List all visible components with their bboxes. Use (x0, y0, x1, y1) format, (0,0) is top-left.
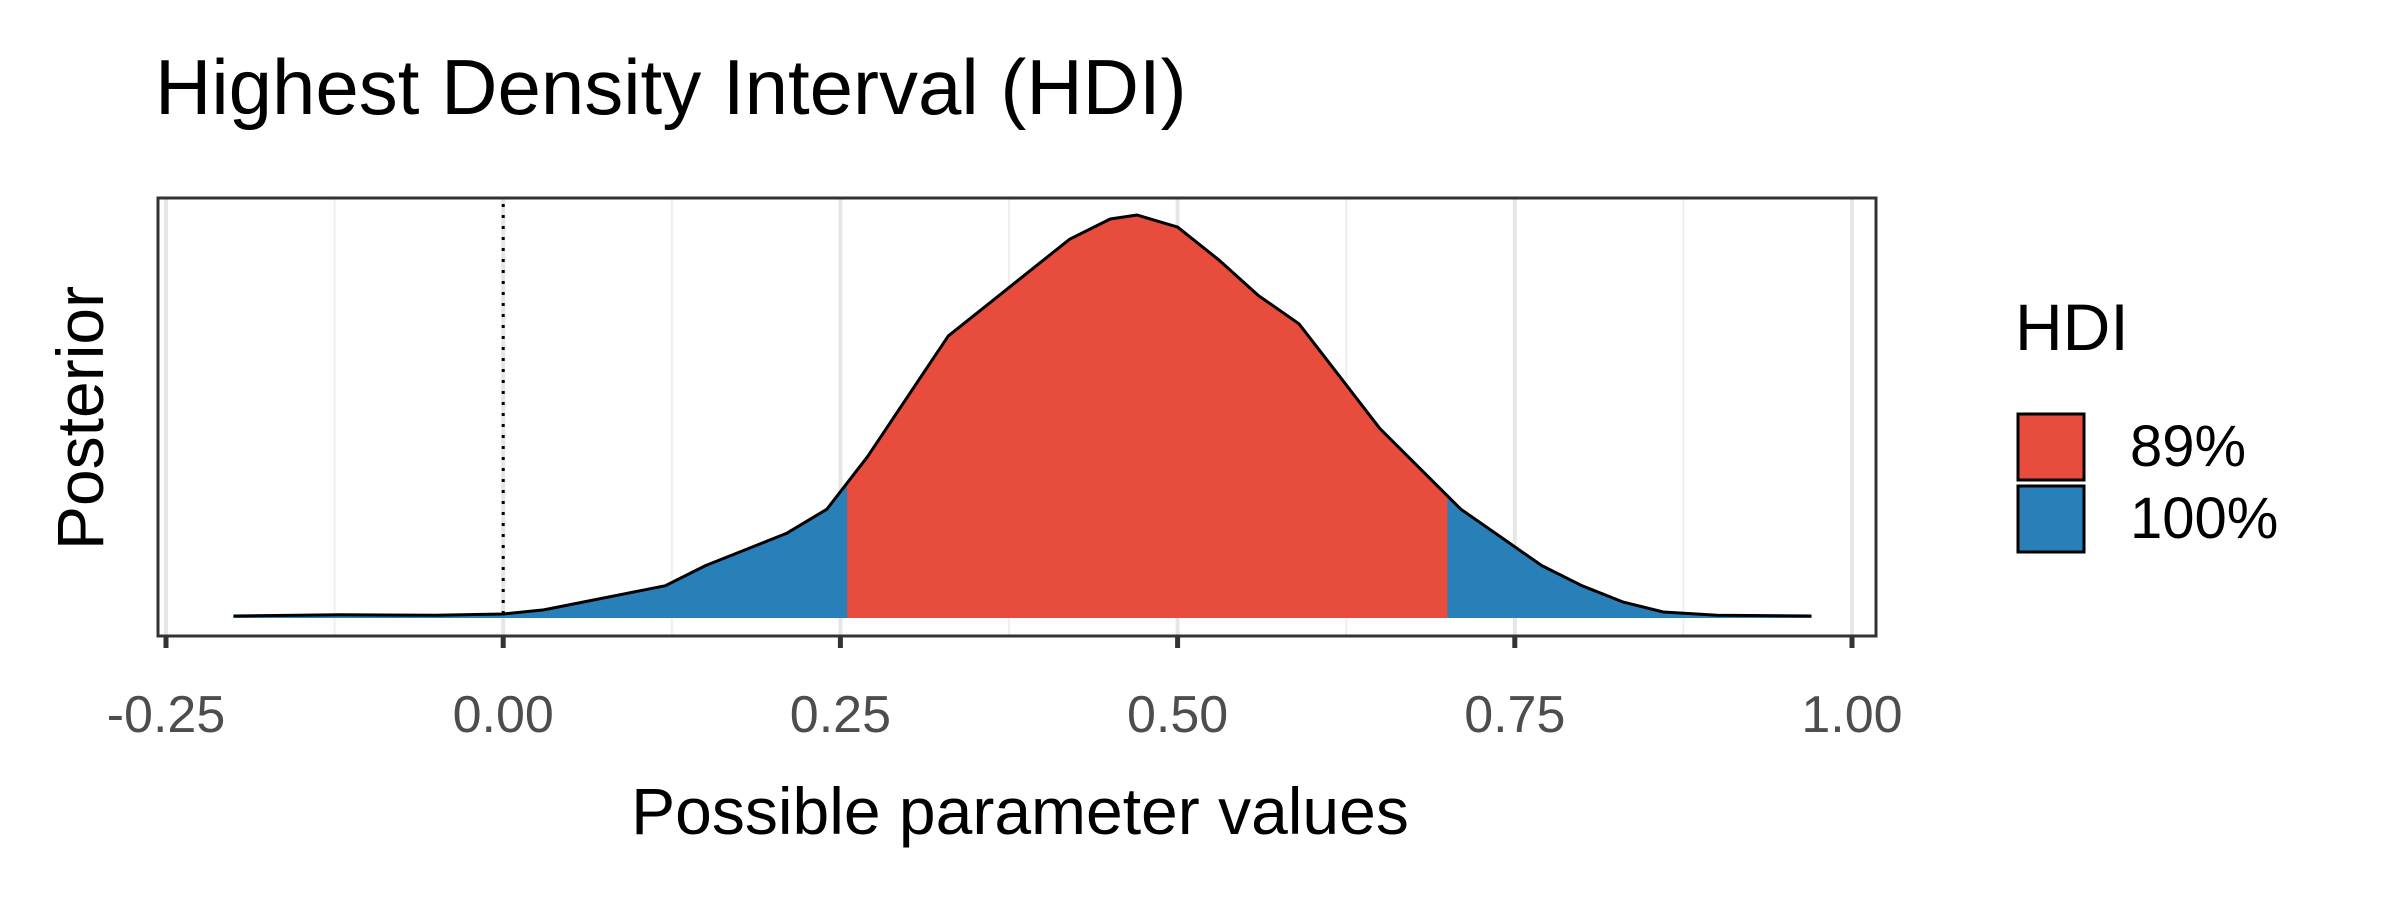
x-tick-label: 0.50 (1127, 686, 1228, 744)
legend: HDI 89% 100% (2015, 290, 2278, 554)
y-axis-title: Posterior (43, 286, 117, 550)
x-tick-label: 0.25 (790, 686, 891, 744)
x-axis: -0.25 0.00 0.25 0.50 0.75 1.00 (107, 636, 1903, 744)
chart-title: Highest Density Interval (HDI) (155, 43, 1187, 131)
hdi-89-area (847, 215, 1448, 618)
legend-key-89 (2016, 412, 2086, 482)
density-areas (233, 215, 1812, 618)
x-tick-label: 0.00 (453, 686, 554, 744)
plot-panel-border (156, 196, 1878, 638)
legend-title: HDI (2015, 290, 2129, 364)
legend-key-100 (2016, 484, 2086, 554)
legend-label: 89% (2130, 414, 2246, 479)
x-tick-label: 1.00 (1801, 686, 1902, 744)
x-tick-label: 0.75 (1464, 686, 1565, 744)
x-axis-title: Possible parameter values (631, 774, 1409, 848)
density-outline (233, 213, 1812, 618)
legend-label: 100% (2130, 486, 2278, 551)
x-tick-label: -0.25 (107, 686, 226, 744)
